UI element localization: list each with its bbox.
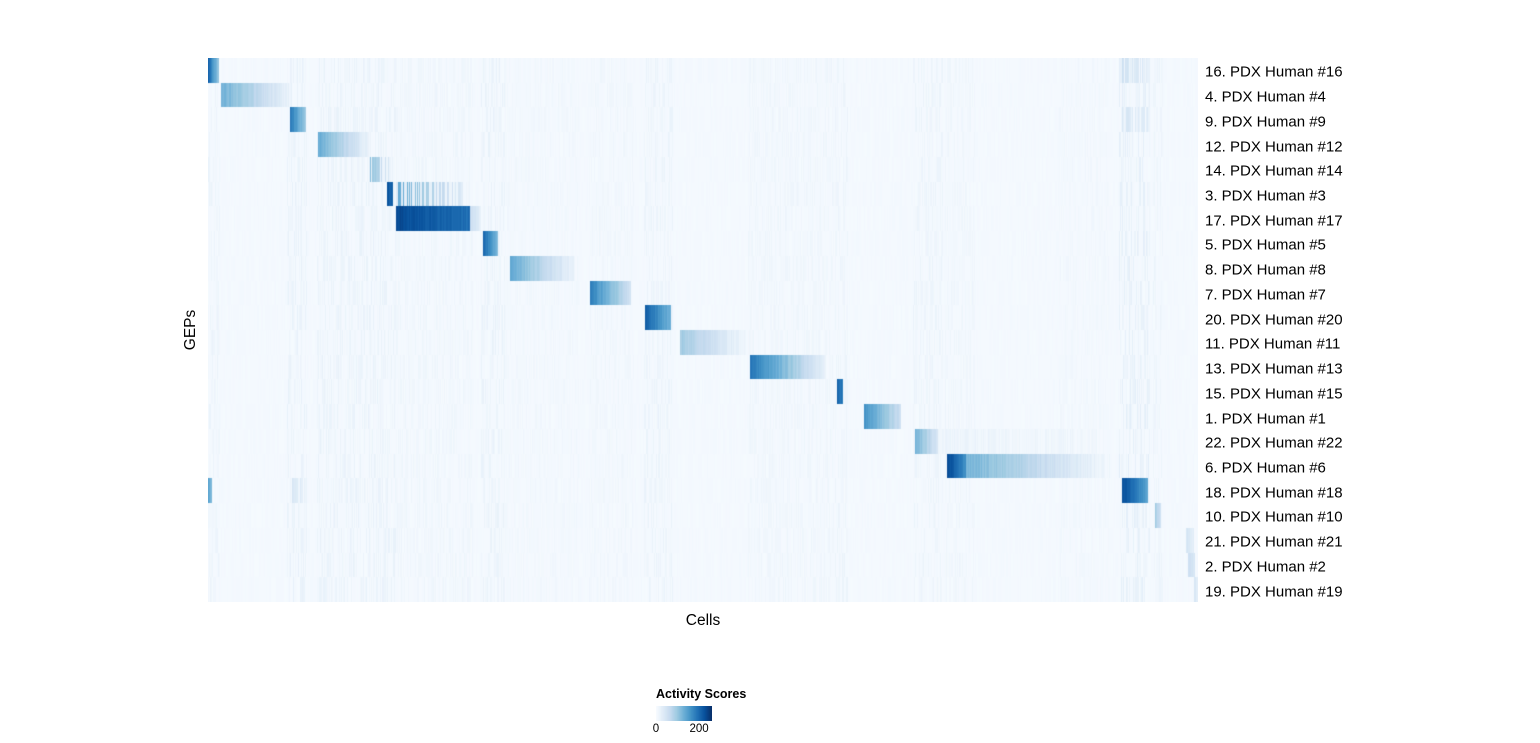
row-label: 21. PDX Human #21	[1205, 533, 1343, 551]
heatmap-canvas	[208, 58, 1198, 602]
row-label: 16. PDX Human #16	[1205, 63, 1343, 81]
row-label: 9. PDX Human #9	[1205, 113, 1326, 131]
row-label: 8. PDX Human #8	[1205, 261, 1326, 279]
colorbar-canvas	[656, 706, 712, 721]
row-label: 18. PDX Human #18	[1205, 484, 1343, 502]
row-label: 5. PDX Human #5	[1205, 236, 1326, 254]
row-label: 1. PDX Human #1	[1205, 410, 1326, 428]
row-labels: 16. PDX Human #16 4. PDX Human #4 9. PDX H…	[1205, 58, 1505, 602]
row-label: 10. PDX Human #10	[1205, 508, 1343, 526]
row-label: 11. PDX Human #11	[1205, 335, 1341, 353]
row-label: 4. PDX Human #4	[1205, 88, 1326, 106]
colorbar-ticks: 0 200	[652, 723, 776, 738]
row-label: 2. PDX Human #2	[1205, 558, 1326, 576]
y-axis-label: GEPs	[182, 309, 199, 351]
row-label: 3. PDX Human #3	[1205, 187, 1326, 205]
row-label: 22. PDX Human #22	[1205, 434, 1343, 452]
row-label: 13. PDX Human #13	[1205, 360, 1343, 378]
x-axis-label: Cells	[685, 612, 721, 629]
row-label: 19. PDX Human #19	[1205, 583, 1343, 601]
row-label: 14. PDX Human #14	[1205, 162, 1343, 180]
row-label: 17. PDX Human #17	[1205, 212, 1343, 230]
colorbar-legend: Activity Scores 0 200	[652, 687, 776, 738]
row-label: 15. PDX Human #15	[1205, 385, 1343, 403]
colorbar-tick-label: 0	[652, 723, 660, 735]
colorbar-tick-label: 200	[689, 723, 709, 735]
colorbar-title: Activity Scores	[656, 687, 747, 701]
row-label: 7. PDX Human #7	[1205, 286, 1326, 304]
row-label: 20. PDX Human #20	[1205, 311, 1343, 329]
row-label: 12. PDX Human #12	[1205, 138, 1343, 156]
row-label: 6. PDX Human #6	[1205, 459, 1326, 477]
